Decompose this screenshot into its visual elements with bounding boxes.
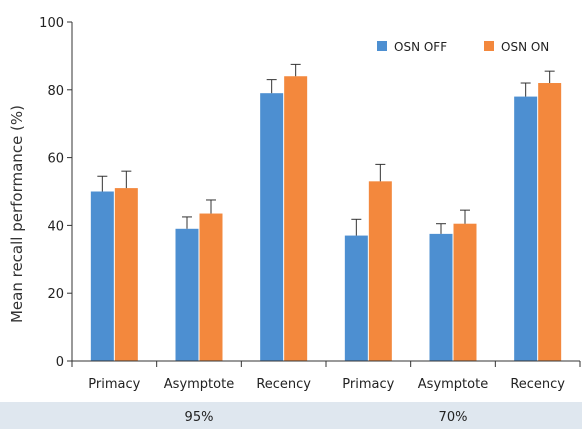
error-bar-osn-on-1: [206, 199, 216, 214]
bar-osn-off-5: [514, 96, 538, 361]
bar-osn-on-3: [368, 181, 392, 361]
error-bar-osn-off-2: [266, 79, 277, 94]
bars-layer: [90, 76, 562, 362]
y-tick-label: 60: [47, 152, 64, 167]
y-tick-label: 100: [39, 16, 64, 31]
axes-layer: [67, 21, 581, 367]
bar-osn-off-0: [90, 191, 114, 361]
error-bars-layer: [97, 63, 555, 236]
bar-osn-on-0: [114, 188, 138, 361]
error-bar-osn-off-3: [351, 218, 362, 236]
error-bar-osn-off-4: [436, 223, 446, 234]
error-bar-osn-on-4: [460, 209, 470, 224]
group-label: 95%: [185, 410, 214, 425]
bar-osn-off-4: [429, 233, 453, 361]
error-bar-osn-off-1: [182, 216, 192, 229]
legend-swatch-osn-on: [484, 41, 494, 51]
legend-label-osn-on: OSN ON: [501, 40, 549, 54]
x-category-label: Asymptote: [418, 377, 488, 392]
bar-osn-off-3: [344, 235, 368, 361]
error-bar-osn-on-2: [290, 63, 301, 77]
x-category-label: Recency: [510, 377, 565, 392]
bar-osn-on-5: [538, 83, 562, 362]
error-bar-osn-on-0: [121, 170, 132, 189]
group-label: 70%: [439, 410, 468, 425]
bar-osn-off-1: [175, 228, 199, 361]
y-tick-label: 20: [47, 287, 64, 302]
legend-swatch-osn-off: [377, 41, 387, 51]
error-bar-osn-on-3: [375, 163, 386, 182]
x-category-label: Recency: [256, 377, 311, 392]
error-bar-osn-on-5: [544, 70, 555, 84]
error-bar-osn-off-5: [520, 82, 531, 97]
legend-label-osn-off: OSN OFF: [394, 40, 447, 54]
bar-osn-on-2: [284, 76, 308, 362]
y-tick-label: 40: [47, 219, 64, 234]
y-tick-label: 0: [56, 355, 64, 370]
x-category-label: Asymptote: [164, 377, 234, 392]
tick-labels-layer: 0 20 40 60 80 100 Primacy Asymptote Recency Prima…: [39, 16, 565, 425]
bar-osn-off-2: [260, 93, 284, 361]
bar-osn-on-4: [453, 223, 477, 361]
y-tick-label: 80: [47, 84, 64, 99]
x-category-label: Primacy: [342, 377, 394, 392]
error-bar-osn-off-0: [97, 175, 108, 192]
legend: OSN OFF OSN ON: [377, 40, 549, 54]
group-label-band: [0, 402, 582, 429]
bar-osn-on-1: [199, 213, 223, 361]
x-category-label: Primacy: [88, 377, 140, 392]
y-axis-title: Mean recall performance (%): [8, 105, 26, 323]
